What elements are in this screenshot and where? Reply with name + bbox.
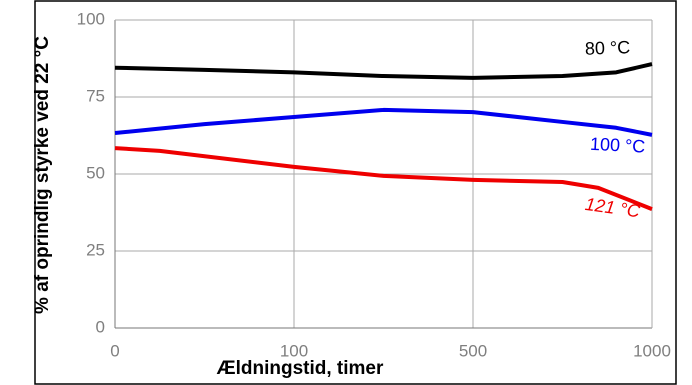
data-line (114, 146, 653, 211)
y-tick-label: 100 (77, 9, 105, 28)
series-label: 100 °C (590, 134, 646, 157)
x-axis-title: Ældningstid, timer (217, 358, 384, 379)
data-line (114, 107, 653, 137)
data-line (114, 62, 653, 80)
x-tick-label: 1000 (633, 341, 671, 360)
series-label: 121 °C (584, 194, 642, 222)
y-tick-label: 50 (86, 163, 105, 182)
y-axis-title: % af oprindlig styrke ved 22 °C (32, 36, 53, 314)
x-tick-label: 100 (280, 341, 308, 360)
series-label: 80 °C (585, 37, 631, 59)
y-tick-label: 0 (96, 317, 105, 336)
x-tick-label: 500 (459, 341, 487, 360)
y-tick-label: 25 (86, 240, 105, 259)
y-tick-label: 75 (86, 86, 105, 105)
x-tick-label: 0 (110, 341, 119, 360)
frame (34, 0, 677, 385)
